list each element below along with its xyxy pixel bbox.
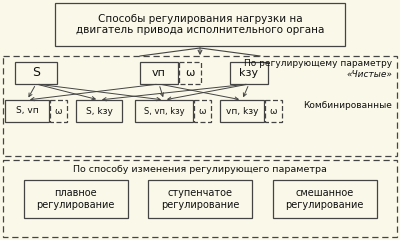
Bar <box>135 100 193 122</box>
Bar <box>3 56 397 156</box>
Bar <box>148 180 252 218</box>
Bar <box>50 100 67 122</box>
Bar <box>55 3 345 46</box>
Text: vп, kзу: vп, kзу <box>226 107 258 115</box>
Text: ω: ω <box>270 107 277 115</box>
Bar <box>76 100 122 122</box>
Text: S, kзу: S, kзу <box>86 107 112 115</box>
Text: kзу: kзу <box>240 68 258 78</box>
Text: «Чистые»: «Чистые» <box>346 70 392 79</box>
Bar <box>5 100 49 122</box>
Text: ω: ω <box>55 107 62 115</box>
Text: ω: ω <box>185 68 195 78</box>
Text: плавное
регулирование: плавное регулирование <box>36 188 115 210</box>
Text: Комбинированные: Комбинированные <box>303 102 392 110</box>
Text: Способы регулирования нагрузки на
двигатель привода исполнительного органа: Способы регулирования нагрузки на двигат… <box>76 14 324 35</box>
Bar <box>3 160 397 237</box>
Bar <box>272 180 376 218</box>
Text: ω: ω <box>199 107 206 115</box>
Text: S, vп: S, vп <box>16 107 38 115</box>
Bar <box>179 62 201 84</box>
Text: vп: vп <box>152 68 166 78</box>
Text: смешанное
регулирование: смешанное регулирование <box>285 188 364 210</box>
Bar <box>194 100 211 122</box>
Text: S: S <box>32 66 40 79</box>
Bar <box>140 62 178 84</box>
Bar <box>220 100 264 122</box>
Text: По регулирующему параметру: По регулирующему параметру <box>244 59 392 68</box>
Text: По способу изменения регулирующего параметра: По способу изменения регулирующего парам… <box>73 165 327 174</box>
Bar <box>24 180 128 218</box>
Text: ступенчатое
регулирование: ступенчатое регулирование <box>161 188 239 210</box>
Bar <box>15 62 57 84</box>
Text: S, vп, kзу: S, vп, kзу <box>144 107 184 115</box>
Bar <box>230 62 268 84</box>
Bar <box>265 100 282 122</box>
